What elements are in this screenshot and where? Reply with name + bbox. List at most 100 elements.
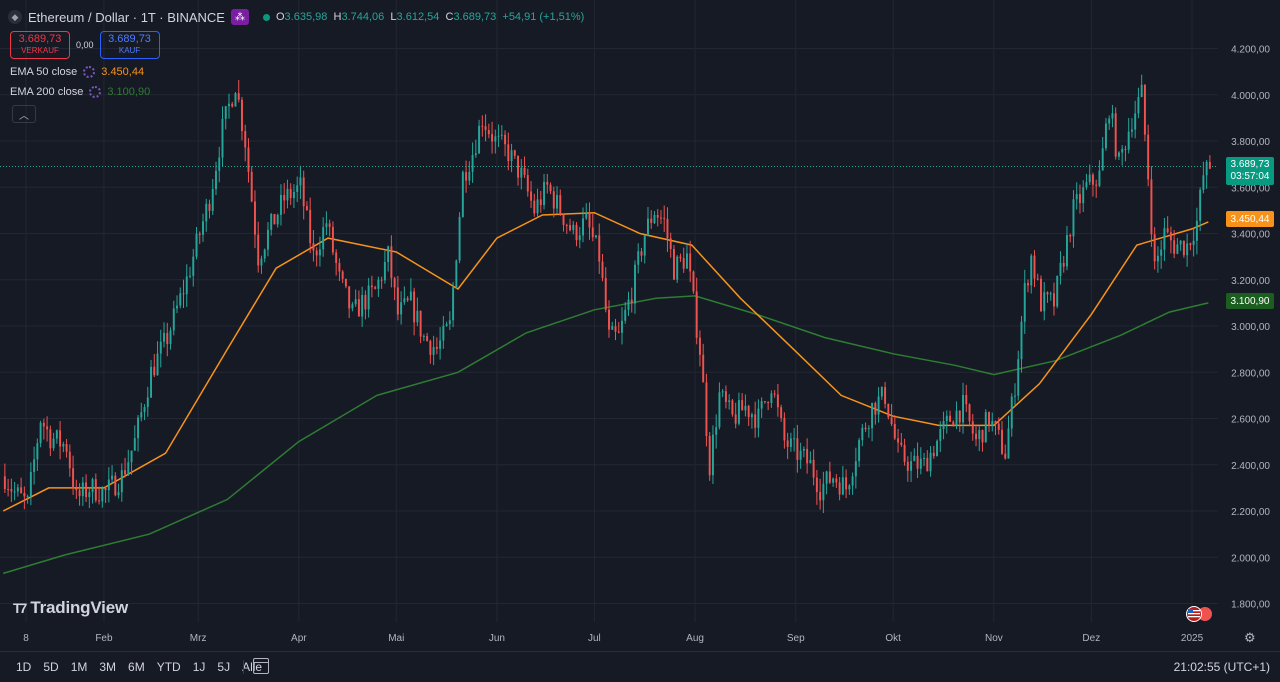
candle-body [234, 93, 237, 107]
candle-body [55, 430, 58, 439]
candle-body [179, 293, 182, 306]
candle-body [877, 396, 880, 415]
candle-body [10, 489, 13, 492]
candle-body [159, 341, 162, 354]
candle-body [741, 400, 744, 411]
spread-value: 0,00 [76, 40, 94, 50]
ema200-legend[interactable]: EMA 200 close 3.100,90 [10, 86, 150, 98]
ema200-label: EMA 200 close [10, 86, 84, 98]
ema50-settings-icon[interactable] [83, 66, 96, 78]
candle-body [341, 271, 344, 279]
ema200-settings-icon[interactable] [89, 86, 102, 98]
ema50-legend[interactable]: EMA 50 close 3.450,44 [10, 66, 144, 78]
candle-body [279, 194, 282, 215]
candle-body [432, 347, 435, 355]
candle-body [890, 417, 893, 425]
candle-body [585, 212, 588, 219]
candle-body [621, 320, 623, 333]
market-open-dot [262, 13, 270, 21]
candle-body [1104, 123, 1107, 149]
candle-body [595, 235, 597, 238]
sell-button[interactable]: 3.689,73 VERKAUF [10, 31, 70, 59]
candle-body [393, 278, 396, 288]
candle-body [75, 488, 78, 491]
candle-body [182, 293, 185, 295]
ema200-layer [2, 295, 1209, 575]
candle-body [1192, 240, 1195, 245]
symbol-title[interactable]: Ethereum / Dollar · 1T · BINANCE [28, 9, 225, 25]
candle-body [871, 402, 874, 429]
candle-body [1065, 234, 1068, 267]
candle-body [354, 299, 357, 305]
candle-body [841, 477, 844, 495]
current-price-label: 3.689,73 03:57:04 [1226, 157, 1274, 185]
candle-body [1124, 148, 1127, 150]
candle-body [487, 130, 490, 135]
candle-body [1108, 118, 1111, 124]
y-tick-label: 1.800,00 [1231, 600, 1270, 611]
candle-body [150, 366, 153, 398]
candle-body [760, 401, 763, 409]
candle-body [916, 455, 919, 469]
candle-body [65, 444, 68, 452]
x-tick-label: Sep [787, 633, 805, 644]
candle-body [59, 430, 62, 447]
x-tick-label: Jul [588, 633, 601, 644]
candle-body [23, 492, 26, 497]
candle-body [929, 452, 932, 472]
candle-body [955, 410, 958, 427]
indicator-badge-icon[interactable]: ⁂ [230, 9, 249, 25]
candle-body [608, 309, 610, 330]
candle-body [919, 458, 922, 469]
clock[interactable]: 21:02:55 (UTC+1) [1173, 660, 1270, 674]
candle-body [923, 457, 926, 459]
range-3m-button[interactable]: 3M [99, 660, 117, 674]
candle-body [647, 218, 649, 236]
settings-gear-icon[interactable]: ⚙ [1244, 630, 1256, 645]
candle-body [510, 150, 513, 162]
candle-body [266, 229, 269, 250]
candle-body [630, 299, 633, 304]
candle-body [526, 175, 529, 192]
range-1m-button[interactable]: 1M [70, 660, 88, 674]
candle-body [978, 430, 981, 440]
candle-body [962, 395, 965, 423]
candle-body [786, 440, 789, 447]
range-1j-button[interactable]: 1J [192, 660, 206, 674]
candle-body [198, 233, 201, 235]
range-6m-button[interactable]: 6M [128, 660, 145, 674]
ema50-layer [2, 211, 1209, 512]
us-flag-icon[interactable] [1185, 606, 1213, 622]
candle-body [1173, 240, 1176, 254]
x-tick-label: Jun [489, 633, 505, 644]
candle-body [757, 408, 760, 428]
candle-body [575, 224, 578, 241]
candle-body [721, 391, 724, 393]
candle-body [231, 103, 234, 107]
candle-body [406, 298, 409, 301]
buy-button[interactable]: 3.689,73 KAUF [99, 31, 160, 59]
candle-body [117, 492, 120, 496]
range-1d-button[interactable]: 1D [16, 660, 32, 674]
x-tick-label: Okt [885, 633, 901, 644]
candle-body [396, 287, 399, 315]
y-tick-label: 2.200,00 [1231, 507, 1270, 518]
candle-body [724, 391, 727, 402]
range-5j-button[interactable]: 5J [217, 660, 231, 674]
candle-body [711, 434, 714, 476]
range-all-button[interactable]: Alle [242, 660, 263, 674]
range-ytd-button[interactable]: YTD [156, 660, 181, 674]
candle-body [598, 235, 601, 262]
calendar-icon[interactable] [253, 658, 269, 674]
candle-body [637, 251, 640, 265]
range-5d-button[interactable]: 5D [43, 660, 59, 674]
candle-body [429, 340, 432, 355]
candle-body [26, 496, 29, 498]
candle-body [1202, 175, 1205, 190]
candle-body [39, 422, 42, 444]
candle-body [770, 393, 773, 403]
tradingview-logo[interactable]: T7 TradingView [13, 598, 128, 617]
collapse-legend-button[interactable]: ︿ [12, 105, 36, 123]
candle-body [1056, 275, 1059, 307]
